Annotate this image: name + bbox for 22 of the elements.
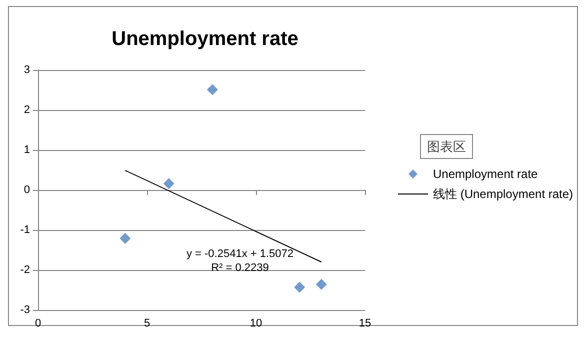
point <box>316 278 327 290</box>
y-tick-label: -3 <box>20 304 30 316</box>
y-tick-label: 3 <box>24 64 30 76</box>
x-tick-label: 10 <box>250 318 262 330</box>
point <box>206 84 218 96</box>
legend-label: Unemployment rate <box>433 167 538 181</box>
point <box>163 178 174 190</box>
y-tick-label: -2 <box>20 264 30 276</box>
annotation: R² = 0.2239 <box>211 262 269 274</box>
y-tick-label: 2 <box>24 104 30 116</box>
point <box>294 282 306 293</box>
x-tick-label: 0 <box>34 318 42 330</box>
legend-label: 线性 (Unemployment rate) <box>433 187 574 201</box>
point <box>120 232 131 244</box>
chart-title: Unemployment rate <box>112 28 298 50</box>
y-tick-label: 0 <box>24 184 30 196</box>
annotation: y = -0.2541x + 1.5072 <box>186 248 294 260</box>
y-tick-label: -1 <box>20 224 30 236</box>
x-tick-label: 15 <box>358 318 372 330</box>
text: 图表区 <box>427 139 466 154</box>
x-tick-label: 5 <box>144 318 150 330</box>
y-tick-label: 1 <box>24 144 30 156</box>
